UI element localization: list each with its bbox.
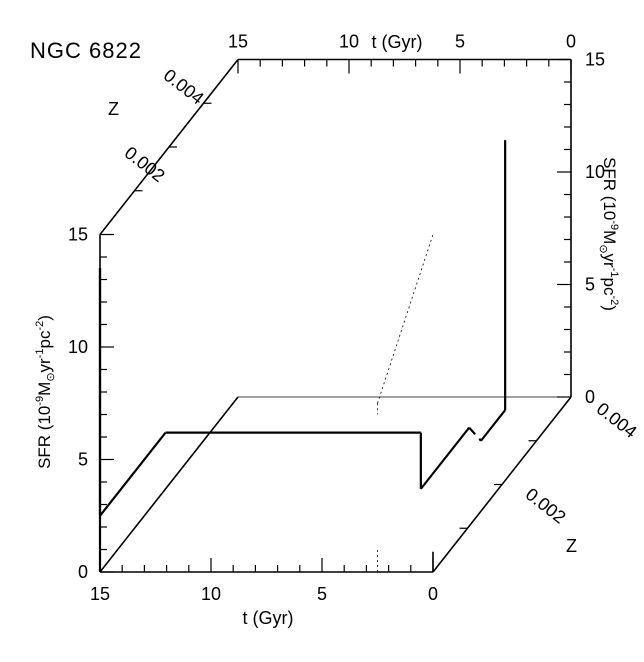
sfr-series-0-segment [99, 431, 167, 517]
depth-edge-bottom-left [99, 396, 239, 573]
z-tick-label: 0.002 [522, 484, 570, 527]
sfr-series-0-segment [419, 426, 471, 490]
z-axis-label-bottom: Z [566, 536, 577, 556]
x-tick-label: 10 [201, 584, 221, 604]
right-y-tick-label: 0 [585, 387, 595, 407]
chart-title: NGC 6822 [30, 38, 142, 63]
right-y-tick-label: 10 [585, 162, 605, 182]
projection-line-0 [377, 234, 434, 404]
axes-box [99, 58, 572, 573]
tick-labels: 15 10 5 015 10 5 00510150510150.0020.0020.0040… [68, 32, 641, 605]
series-layer [98, 140, 507, 572]
top-x-axis-label: t (Gyr) [372, 32, 423, 52]
z-tick-label: 0.002 [121, 143, 169, 186]
x-axis-label: t (Gyr) [243, 608, 294, 628]
x-tick-label: 5 [317, 584, 327, 604]
z-tick-label: 0.004 [160, 65, 208, 108]
right-y-tick-label: 5 [585, 275, 595, 295]
y-tick-label: 15 [68, 225, 88, 245]
top-x-tick-label: 0 [566, 32, 576, 52]
z-tick-label: 0.004 [593, 399, 641, 442]
y-tick-label: 0 [78, 562, 88, 582]
sfr-series-1-segment [468, 426, 482, 442]
y-axis-label-right: SFR (10-9M⊙yr-1pc-2) [597, 157, 620, 311]
top-x-tick-label: 5 [455, 32, 465, 52]
y-tick-label: 10 [68, 337, 88, 357]
top-x-tick-label: 10 [339, 32, 359, 52]
x-tick-label: 15 [90, 584, 110, 604]
right-y-tick-label: 15 [585, 50, 605, 70]
z-axis-label-top: Z [108, 99, 119, 119]
y-axis-label-left: SFR (10-9M⊙yr-1pc-2) [34, 315, 57, 469]
sfr-series-2-segment [480, 409, 507, 442]
top-x-tick-label: 15 [228, 32, 248, 52]
y-tick-label: 5 [78, 450, 88, 470]
x-tick-label: 0 [428, 584, 438, 604]
axis-ticks [99, 58, 572, 573]
